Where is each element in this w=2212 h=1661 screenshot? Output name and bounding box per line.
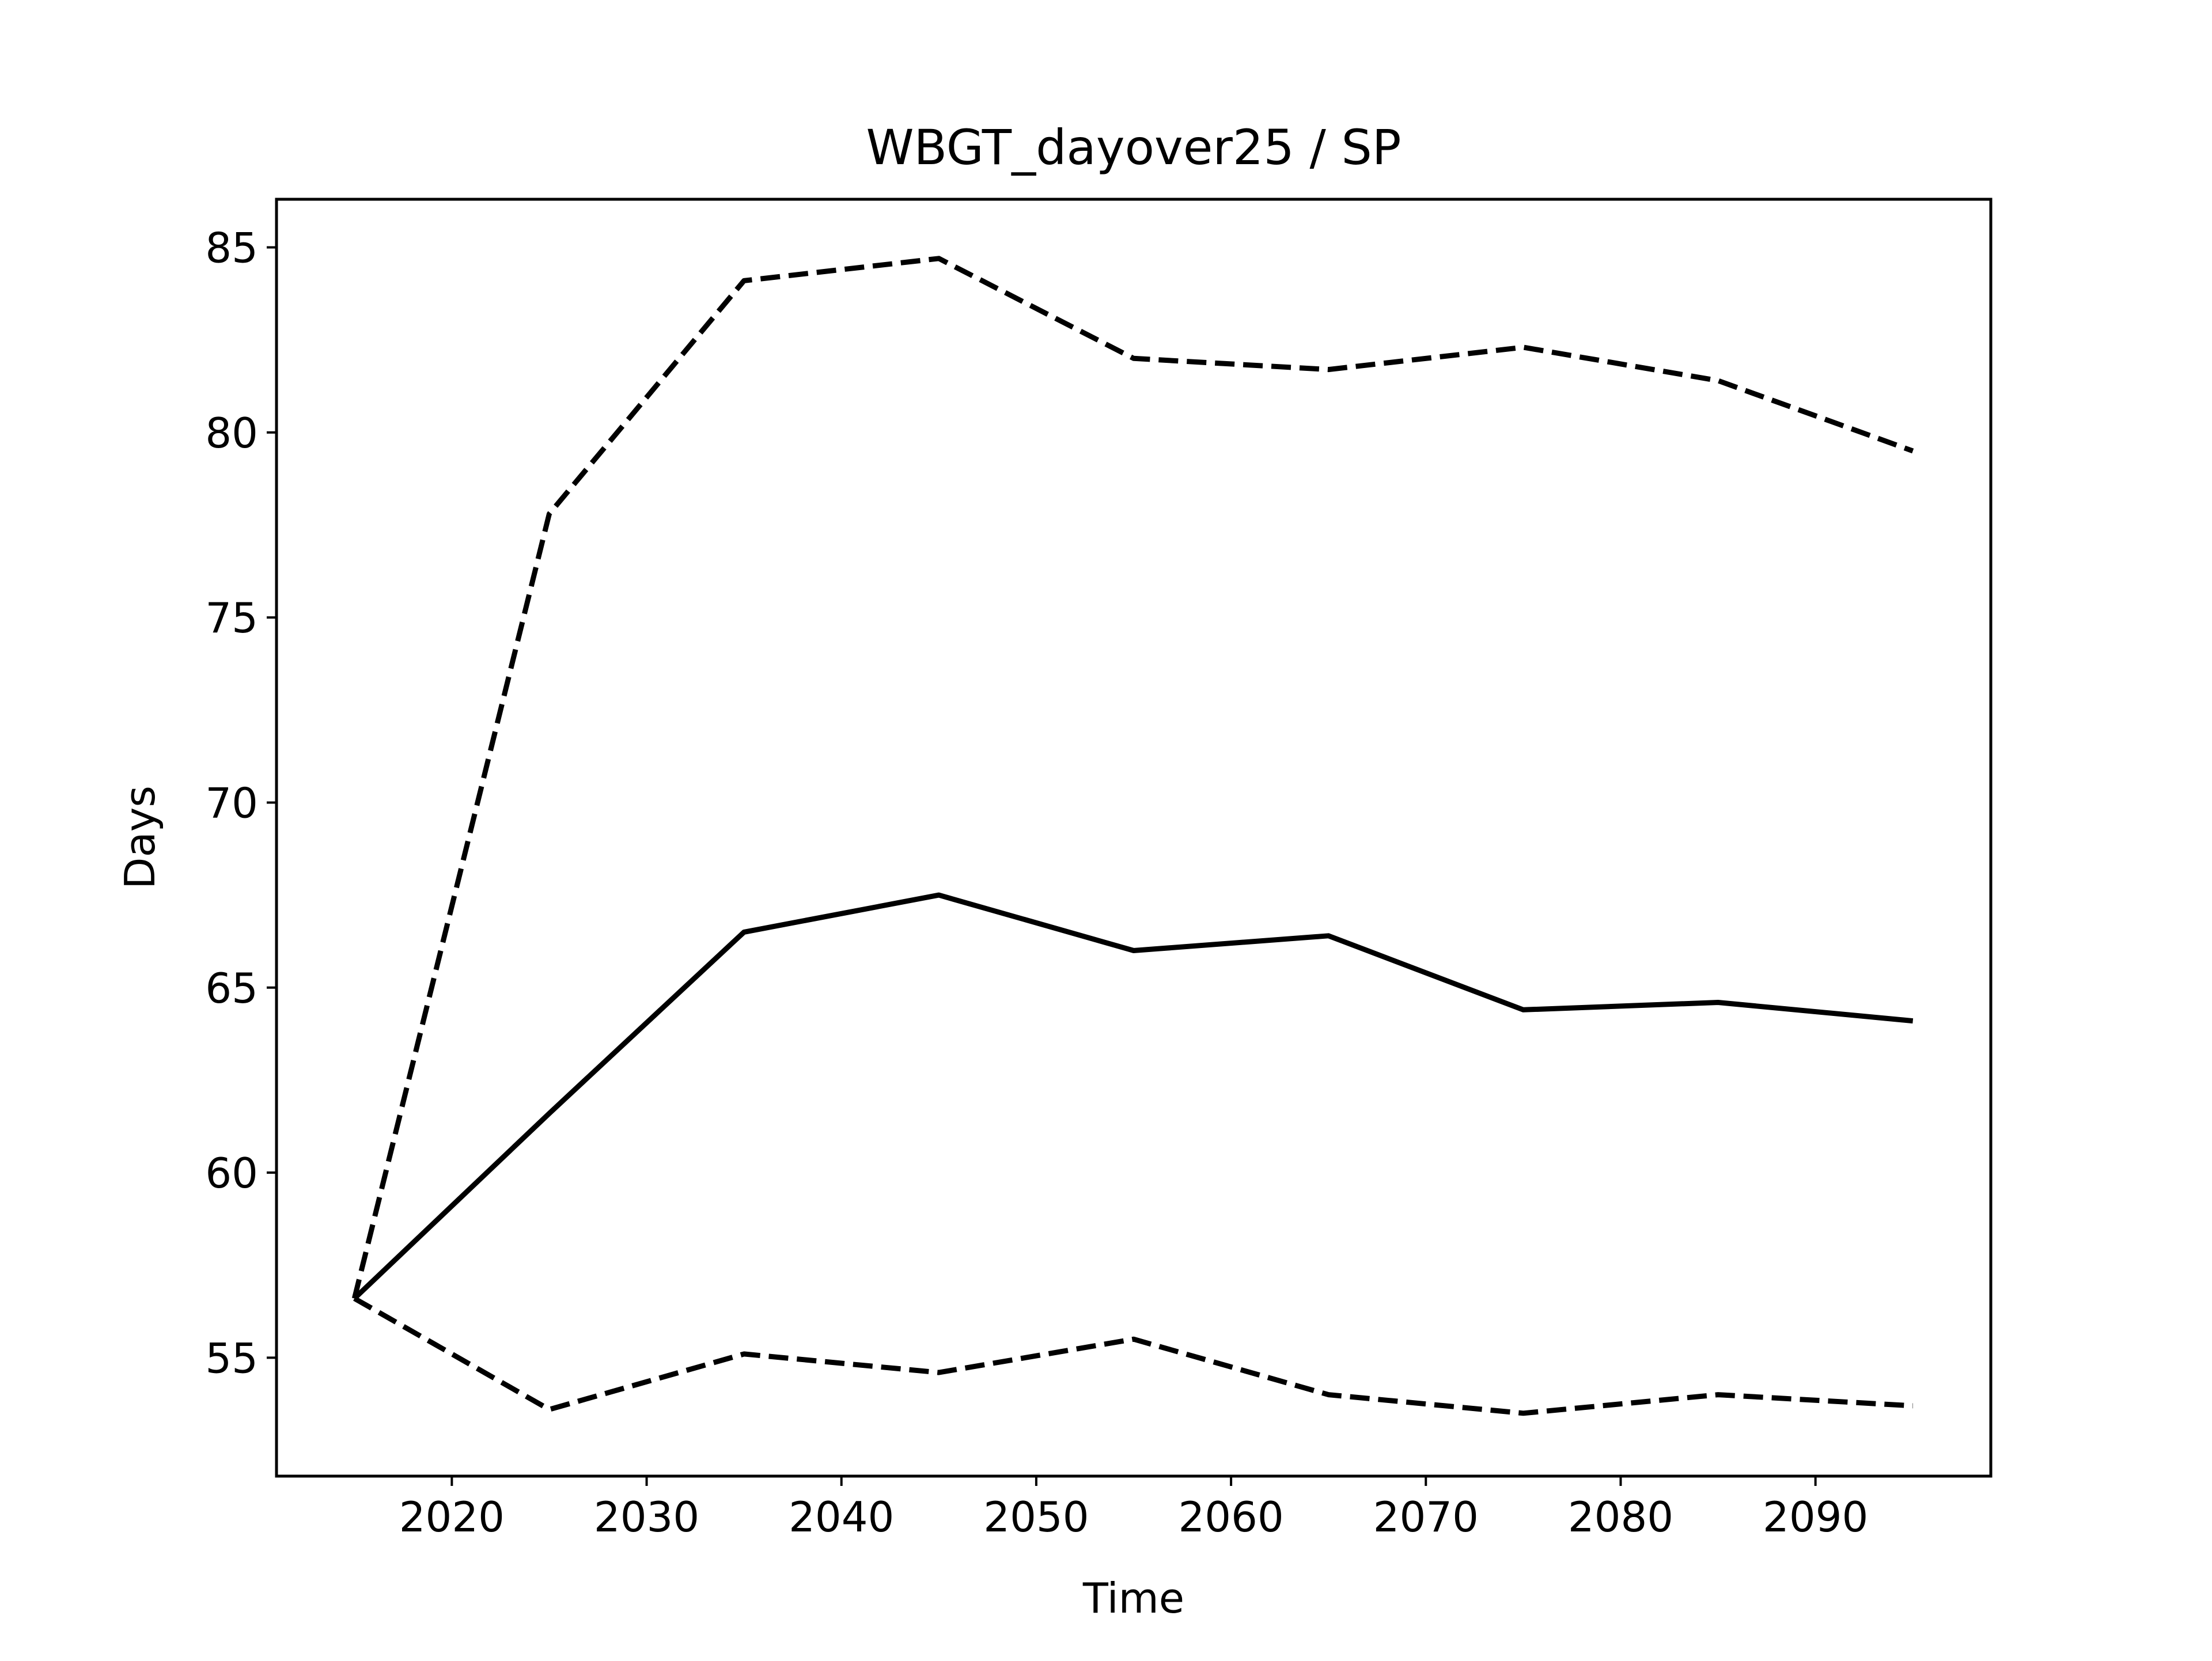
x-tick-label: 2020	[399, 1493, 505, 1541]
y-axis-label: Days	[116, 786, 164, 889]
series-line-1-solid	[353, 892, 1914, 1300]
y-tick-label: 85	[205, 224, 258, 272]
series-line-3-dashed	[353, 1296, 1913, 1416]
y-tick-label: 65	[205, 964, 258, 1012]
plot-area-frame	[275, 198, 1993, 1478]
x-tick-label: 2080	[1568, 1493, 1673, 1541]
chart-title: WBGT_dayover25 / SP	[866, 119, 1401, 176]
x-tick-label: 2060	[1178, 1493, 1283, 1541]
y-tick-label: 55	[205, 1334, 258, 1382]
x-tick-label: 2090	[1763, 1493, 1868, 1541]
x-tick-label: 2050	[983, 1493, 1089, 1541]
y-tick-label: 80	[205, 409, 258, 457]
x-tick-label: 2040	[789, 1493, 894, 1541]
series-line-2-dashed	[351, 256, 1914, 1299]
y-tick-label: 60	[205, 1149, 258, 1197]
y-tick-label: 75	[205, 594, 258, 642]
x-tick-label: 2070	[1373, 1493, 1479, 1541]
x-tick-label: 2030	[594, 1493, 699, 1541]
y-tick-label: 70	[205, 779, 258, 827]
x-axis-label: Time	[1082, 1574, 1184, 1622]
